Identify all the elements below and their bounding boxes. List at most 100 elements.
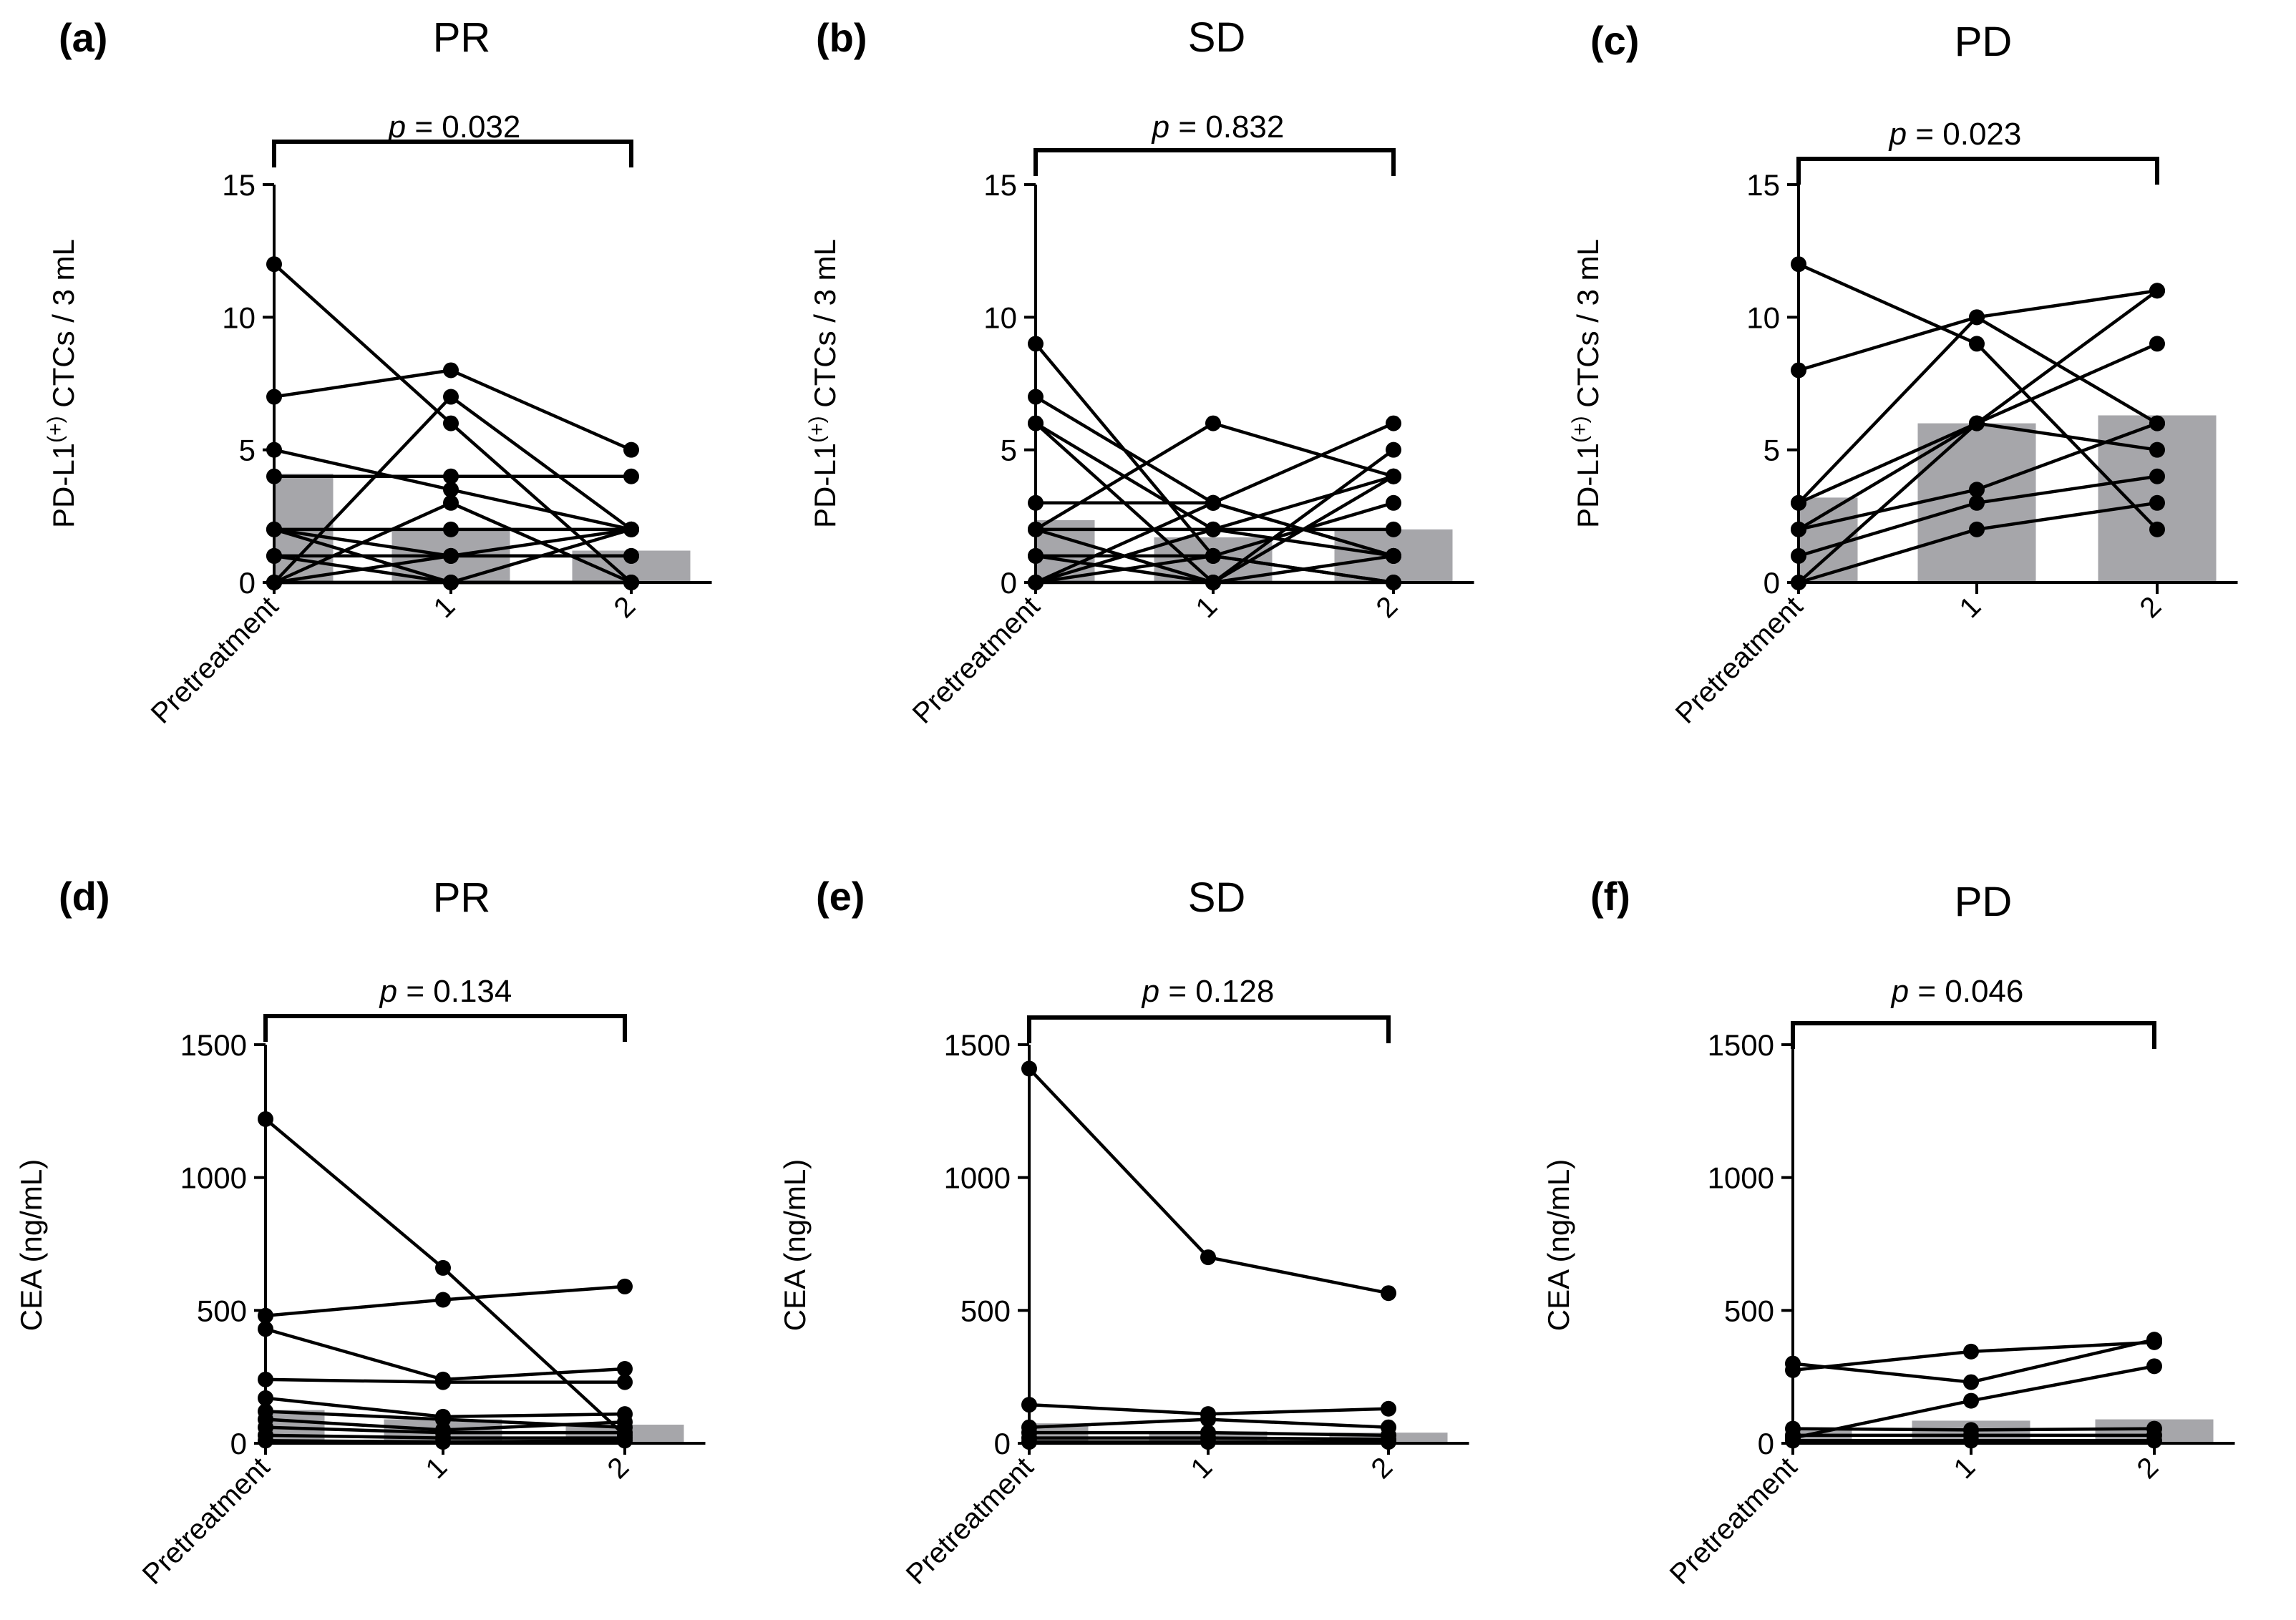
y-tick-label: 500 <box>960 1294 1011 1327</box>
y-tick-label: 15 <box>983 168 1017 202</box>
data-point <box>617 1361 633 1377</box>
y-tick-label: 1000 <box>180 1161 247 1195</box>
p-value-text: = 0.046 <box>1909 974 2023 1009</box>
data-point <box>2146 1334 2162 1350</box>
chart-title: PR <box>433 874 491 921</box>
data-point <box>2149 283 2165 299</box>
panel-letter: (b) <box>816 15 867 60</box>
data-point <box>1386 521 1401 537</box>
data-point <box>2149 468 2165 484</box>
data-point <box>258 1371 273 1387</box>
data-point <box>1963 1374 1979 1390</box>
y-axis-label: CEA (ng/mL) <box>1542 1159 1575 1331</box>
panel-letter: (a) <box>59 15 107 60</box>
y-tick-label: 1500 <box>944 1028 1011 1062</box>
data-point <box>1969 415 1985 431</box>
data-point <box>443 468 459 484</box>
data-point <box>443 575 459 590</box>
data-point <box>1028 336 1044 352</box>
data-point <box>1021 1397 1037 1413</box>
data-point <box>1791 575 1806 590</box>
p-value-text: = 0.032 <box>406 109 520 145</box>
data-point <box>1028 389 1044 405</box>
panel-letter: (e) <box>816 874 865 919</box>
data-point <box>443 547 459 564</box>
data-point <box>266 521 282 537</box>
y-tick-label: 5 <box>239 434 256 467</box>
data-point <box>623 521 639 537</box>
panel-letter: (d) <box>59 874 110 919</box>
data-point <box>1969 494 1985 511</box>
y-tick-label: 1500 <box>1708 1028 1774 1062</box>
panel-letter: (f) <box>1590 874 1630 919</box>
y-tick-label: 0 <box>1764 566 1780 600</box>
data-point <box>1028 521 1044 537</box>
panel-letter: (c) <box>1590 18 1639 63</box>
data-point <box>1969 336 1985 352</box>
significance-bracket <box>1791 1021 2156 1049</box>
data-point <box>1791 494 1806 511</box>
data-point <box>623 547 639 564</box>
data-point <box>1963 1433 1979 1449</box>
data-point <box>1791 362 1806 379</box>
data-point <box>443 389 459 405</box>
y-axis-label: PD-L1(+) CTCs / 3 mL <box>44 239 80 528</box>
y-axis-label-superscript: (+) <box>44 416 67 443</box>
data-point <box>1791 521 1806 537</box>
y-axis-label-main: PD-L1 <box>47 443 80 528</box>
y-axis-label: PD-L1(+) CTCs / 3 mL <box>805 239 842 528</box>
data-point <box>443 494 459 511</box>
data-point <box>1381 1400 1396 1417</box>
significance-bracket <box>1027 1015 1391 1043</box>
data-point <box>1028 494 1044 511</box>
data-point <box>1785 1433 1801 1449</box>
data-point <box>2149 336 2165 352</box>
y-axis-label: PD-L1(+) CTCs / 3 mL <box>1568 239 1605 528</box>
data-point <box>1969 521 1985 537</box>
y-axis-label: CEA (ng/mL) <box>778 1159 812 1331</box>
y-tick-label: 10 <box>983 301 1017 334</box>
data-point <box>1028 547 1044 564</box>
data-point <box>1791 256 1806 273</box>
y-tick-label: 10 <box>222 301 256 334</box>
p-value-text: = 0.134 <box>397 974 512 1009</box>
data-point <box>2149 415 2165 431</box>
p-value-prefix: p <box>1890 974 1909 1009</box>
data-point <box>2146 1433 2162 1449</box>
y-tick-label: 0 <box>230 1427 247 1460</box>
data-point <box>2149 494 2165 511</box>
data-point <box>1205 547 1221 564</box>
chart-title: PD <box>1955 19 2013 65</box>
data-point <box>266 389 282 405</box>
y-tick-label: 1500 <box>180 1028 247 1062</box>
p-value-text: = 0.023 <box>1907 117 2021 152</box>
data-point <box>266 547 282 564</box>
p-value-prefix: p <box>379 974 397 1009</box>
y-axis-label-rest: CTCs / 3 mL <box>47 239 80 416</box>
chart-title: SD <box>1188 14 1246 61</box>
data-point <box>266 575 282 590</box>
chart-title: SD <box>1188 874 1246 921</box>
data-point <box>1785 1362 1801 1378</box>
y-tick-label: 500 <box>197 1294 247 1327</box>
data-point <box>623 575 639 590</box>
y-tick-label: 1000 <box>944 1161 1011 1195</box>
data-point <box>1386 468 1401 484</box>
data-point <box>1205 415 1221 431</box>
data-point <box>1200 1411 1216 1428</box>
data-point <box>617 1433 633 1449</box>
data-point <box>1028 415 1044 431</box>
data-point <box>266 441 282 458</box>
significance-bracket <box>1796 157 2159 185</box>
data-point <box>1381 1285 1396 1302</box>
data-point <box>617 1278 633 1294</box>
data-point <box>2149 441 2165 458</box>
y-tick-label: 1000 <box>1708 1161 1774 1195</box>
data-point <box>1386 441 1401 458</box>
p-value-text: = 0.128 <box>1159 974 1274 1009</box>
data-point <box>435 1434 451 1450</box>
data-point <box>258 1321 273 1337</box>
data-point <box>443 521 459 537</box>
